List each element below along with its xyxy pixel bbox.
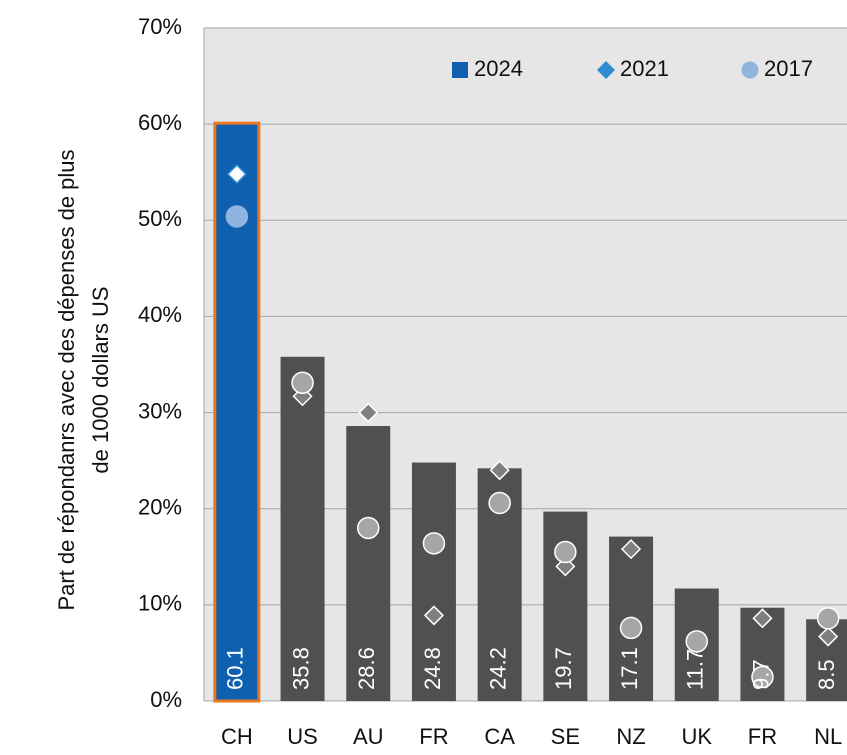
x-tick-label: UK [681, 724, 712, 749]
diamond-marker [489, 460, 510, 481]
bar [280, 356, 325, 701]
circle-marker [422, 532, 446, 555]
circle-marker [554, 540, 577, 564]
diamond-marker [358, 402, 379, 423]
x-tick-label: NL [814, 724, 842, 749]
y-tick-label: 0% [150, 687, 182, 712]
circle-marker [488, 491, 511, 515]
y-tick-label: 70% [138, 14, 182, 39]
value-label: 8.5 [814, 659, 839, 690]
y-axis-label: de 1000 dollars US [88, 286, 113, 473]
y-tick-label: 40% [138, 302, 182, 327]
x-tick-label: CA [484, 724, 515, 749]
plot: 60.1 35.8 28.6 24.8 24.2 19.7 17.1 11.7 9.7 8.5 [204, 27, 847, 703]
y-tick-label: 20% [138, 495, 182, 520]
circle-marker [357, 516, 380, 540]
circle-marker [685, 630, 708, 653]
legend-label: 2024 [474, 56, 523, 81]
bar [346, 426, 391, 701]
diamond-marker [752, 608, 773, 629]
legend-label: 2021 [620, 56, 669, 81]
legend-label: 2017 [764, 56, 813, 81]
circle-marker [225, 205, 249, 228]
diamond-marker [292, 386, 313, 407]
value-label: 17.1 [617, 647, 642, 690]
y-tick-label: 60% [138, 110, 182, 135]
value-label: 35.8 [288, 647, 313, 690]
diamond-marker [423, 605, 445, 626]
y-axis-label: Part de répondanrs avec des dépenses de … [54, 149, 79, 610]
x-tick-label: US [287, 724, 318, 749]
value-label: 28.6 [354, 647, 379, 690]
legend-swatch [741, 61, 759, 79]
value-label: 60.1 [223, 647, 248, 690]
circle-marker [816, 607, 840, 630]
value-label: 9.7 [748, 659, 773, 690]
x-tick-label: AU [353, 724, 384, 749]
circle-marker [751, 665, 774, 689]
circle-marker [619, 616, 643, 640]
value-label: 11.7 [683, 649, 708, 690]
x-tick-label: FR [748, 724, 777, 749]
diamond-marker [226, 164, 247, 185]
diamond-marker [818, 626, 839, 647]
legend-swatch [597, 61, 615, 79]
value-label: 24.2 [485, 647, 510, 690]
value-label: 19.7 [551, 647, 576, 690]
y-tick-label: 30% [138, 398, 182, 423]
y-tick-label: 10% [138, 591, 182, 616]
value-label: 24.8 [420, 647, 445, 690]
circle-marker [291, 371, 314, 395]
y-tick-label: 50% [138, 206, 182, 231]
x-tick-label: NZ [616, 724, 645, 749]
x-tick-label: FR [419, 724, 448, 749]
legend-swatch [452, 62, 468, 78]
diamond-marker [620, 539, 642, 560]
x-tick-label: CH [221, 724, 253, 749]
x-tick-label: SE [551, 724, 580, 749]
bar [411, 462, 456, 701]
